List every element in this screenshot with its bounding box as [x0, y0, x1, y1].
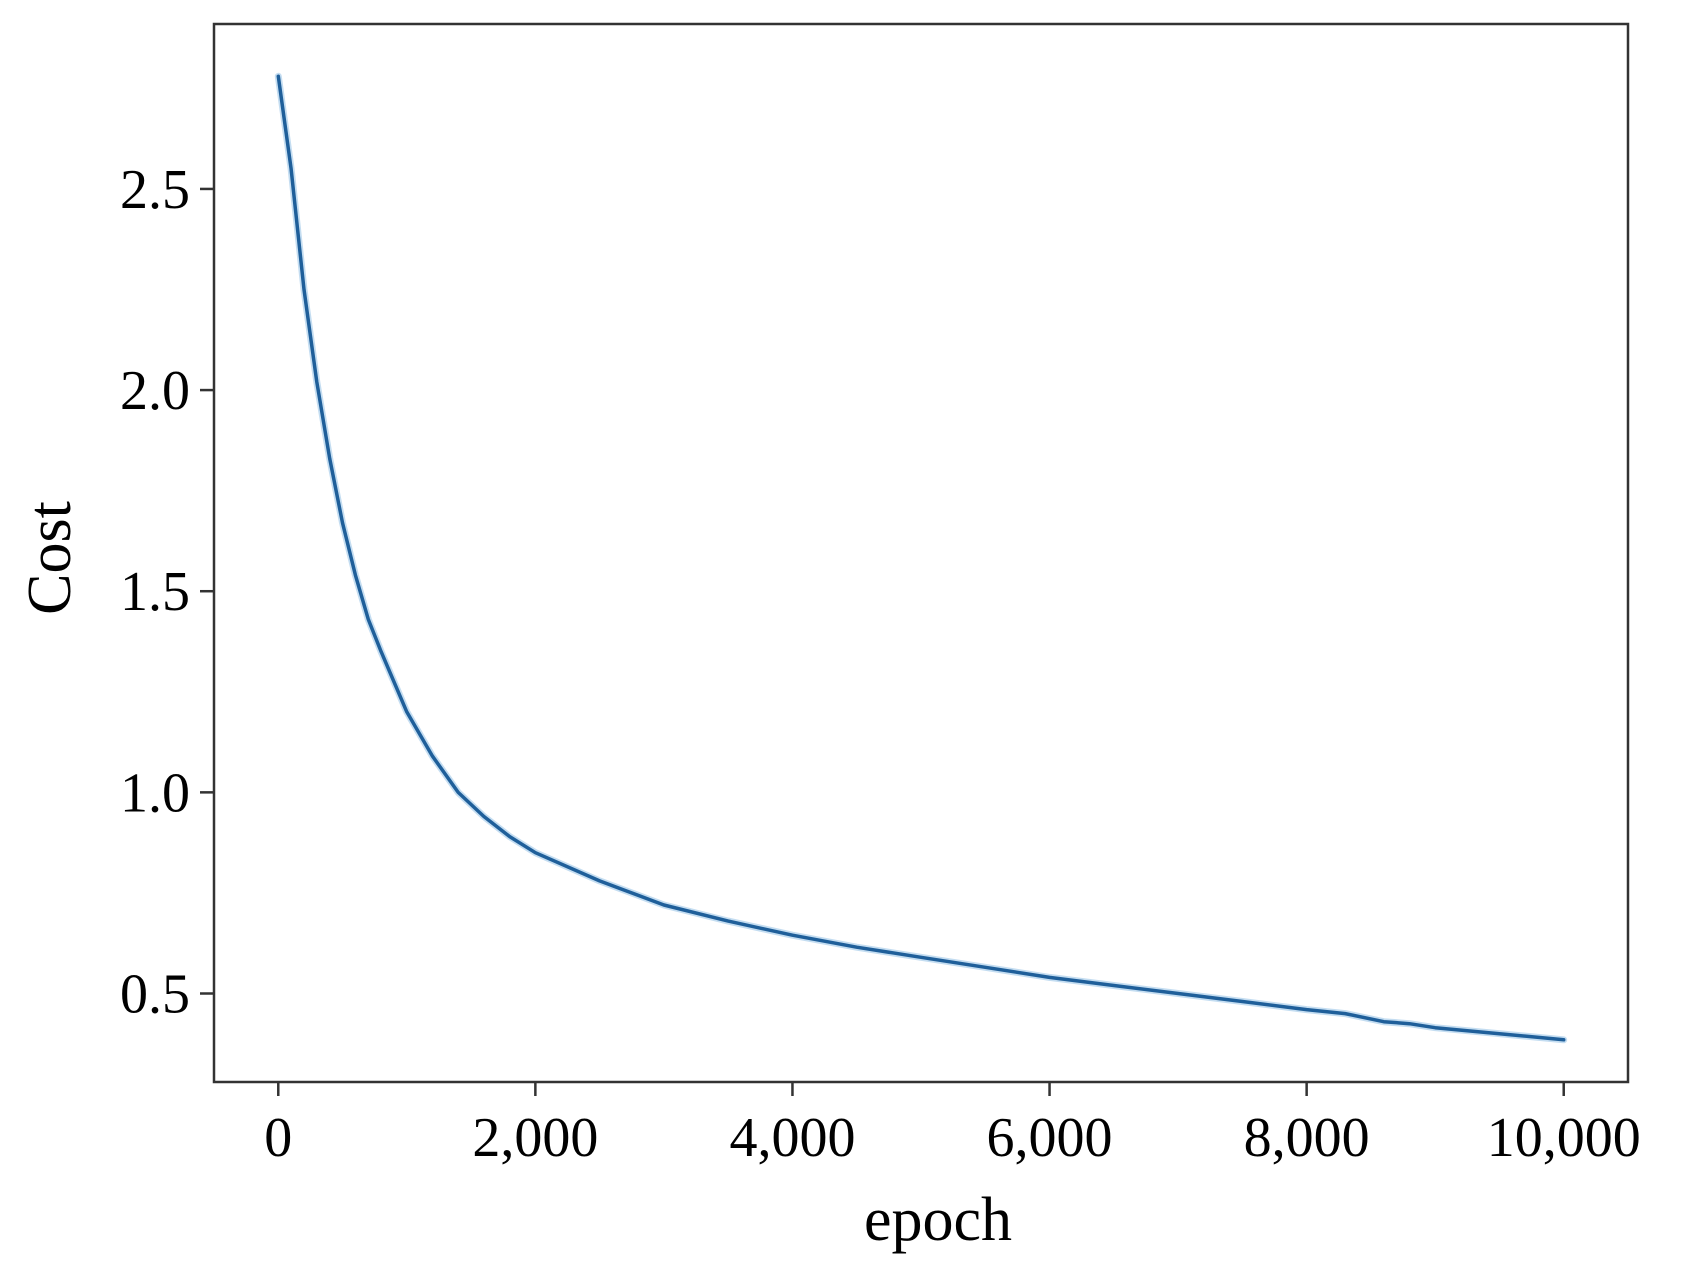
- plot-frame: [212, 22, 1630, 1084]
- x-tick-label: 10,000: [1487, 1107, 1641, 1169]
- y-tick-label: 2.5: [120, 159, 190, 221]
- line-series-group: [274, 72, 1568, 1044]
- x-tick-label: 6,000: [987, 1107, 1113, 1169]
- x-axis-ticks: 0 2,000 4,000 6,000 8,000 10,000: [264, 1082, 1641, 1169]
- plot-area-border: [212, 22, 1630, 1084]
- x-axis-label: epoch: [864, 1186, 1012, 1254]
- cost-line: [276, 74, 1566, 1042]
- cost-line-halo: [274, 72, 1568, 1044]
- y-tick-label: 0.5: [120, 963, 190, 1025]
- x-tick-label: 4,000: [729, 1107, 855, 1169]
- y-axis-label: Cost: [16, 501, 84, 615]
- x-tick-label: 8,000: [1244, 1107, 1370, 1169]
- x-tick-label: 0: [264, 1107, 292, 1169]
- x-tick-label: 2,000: [472, 1107, 598, 1169]
- y-tick-label: 1.0: [120, 762, 190, 824]
- y-tick-label: 2.0: [120, 360, 190, 422]
- y-axis-ticks: 0.5 1.0 1.5 2.0 2.5: [120, 159, 214, 1025]
- y-tick-label: 1.5: [120, 561, 190, 623]
